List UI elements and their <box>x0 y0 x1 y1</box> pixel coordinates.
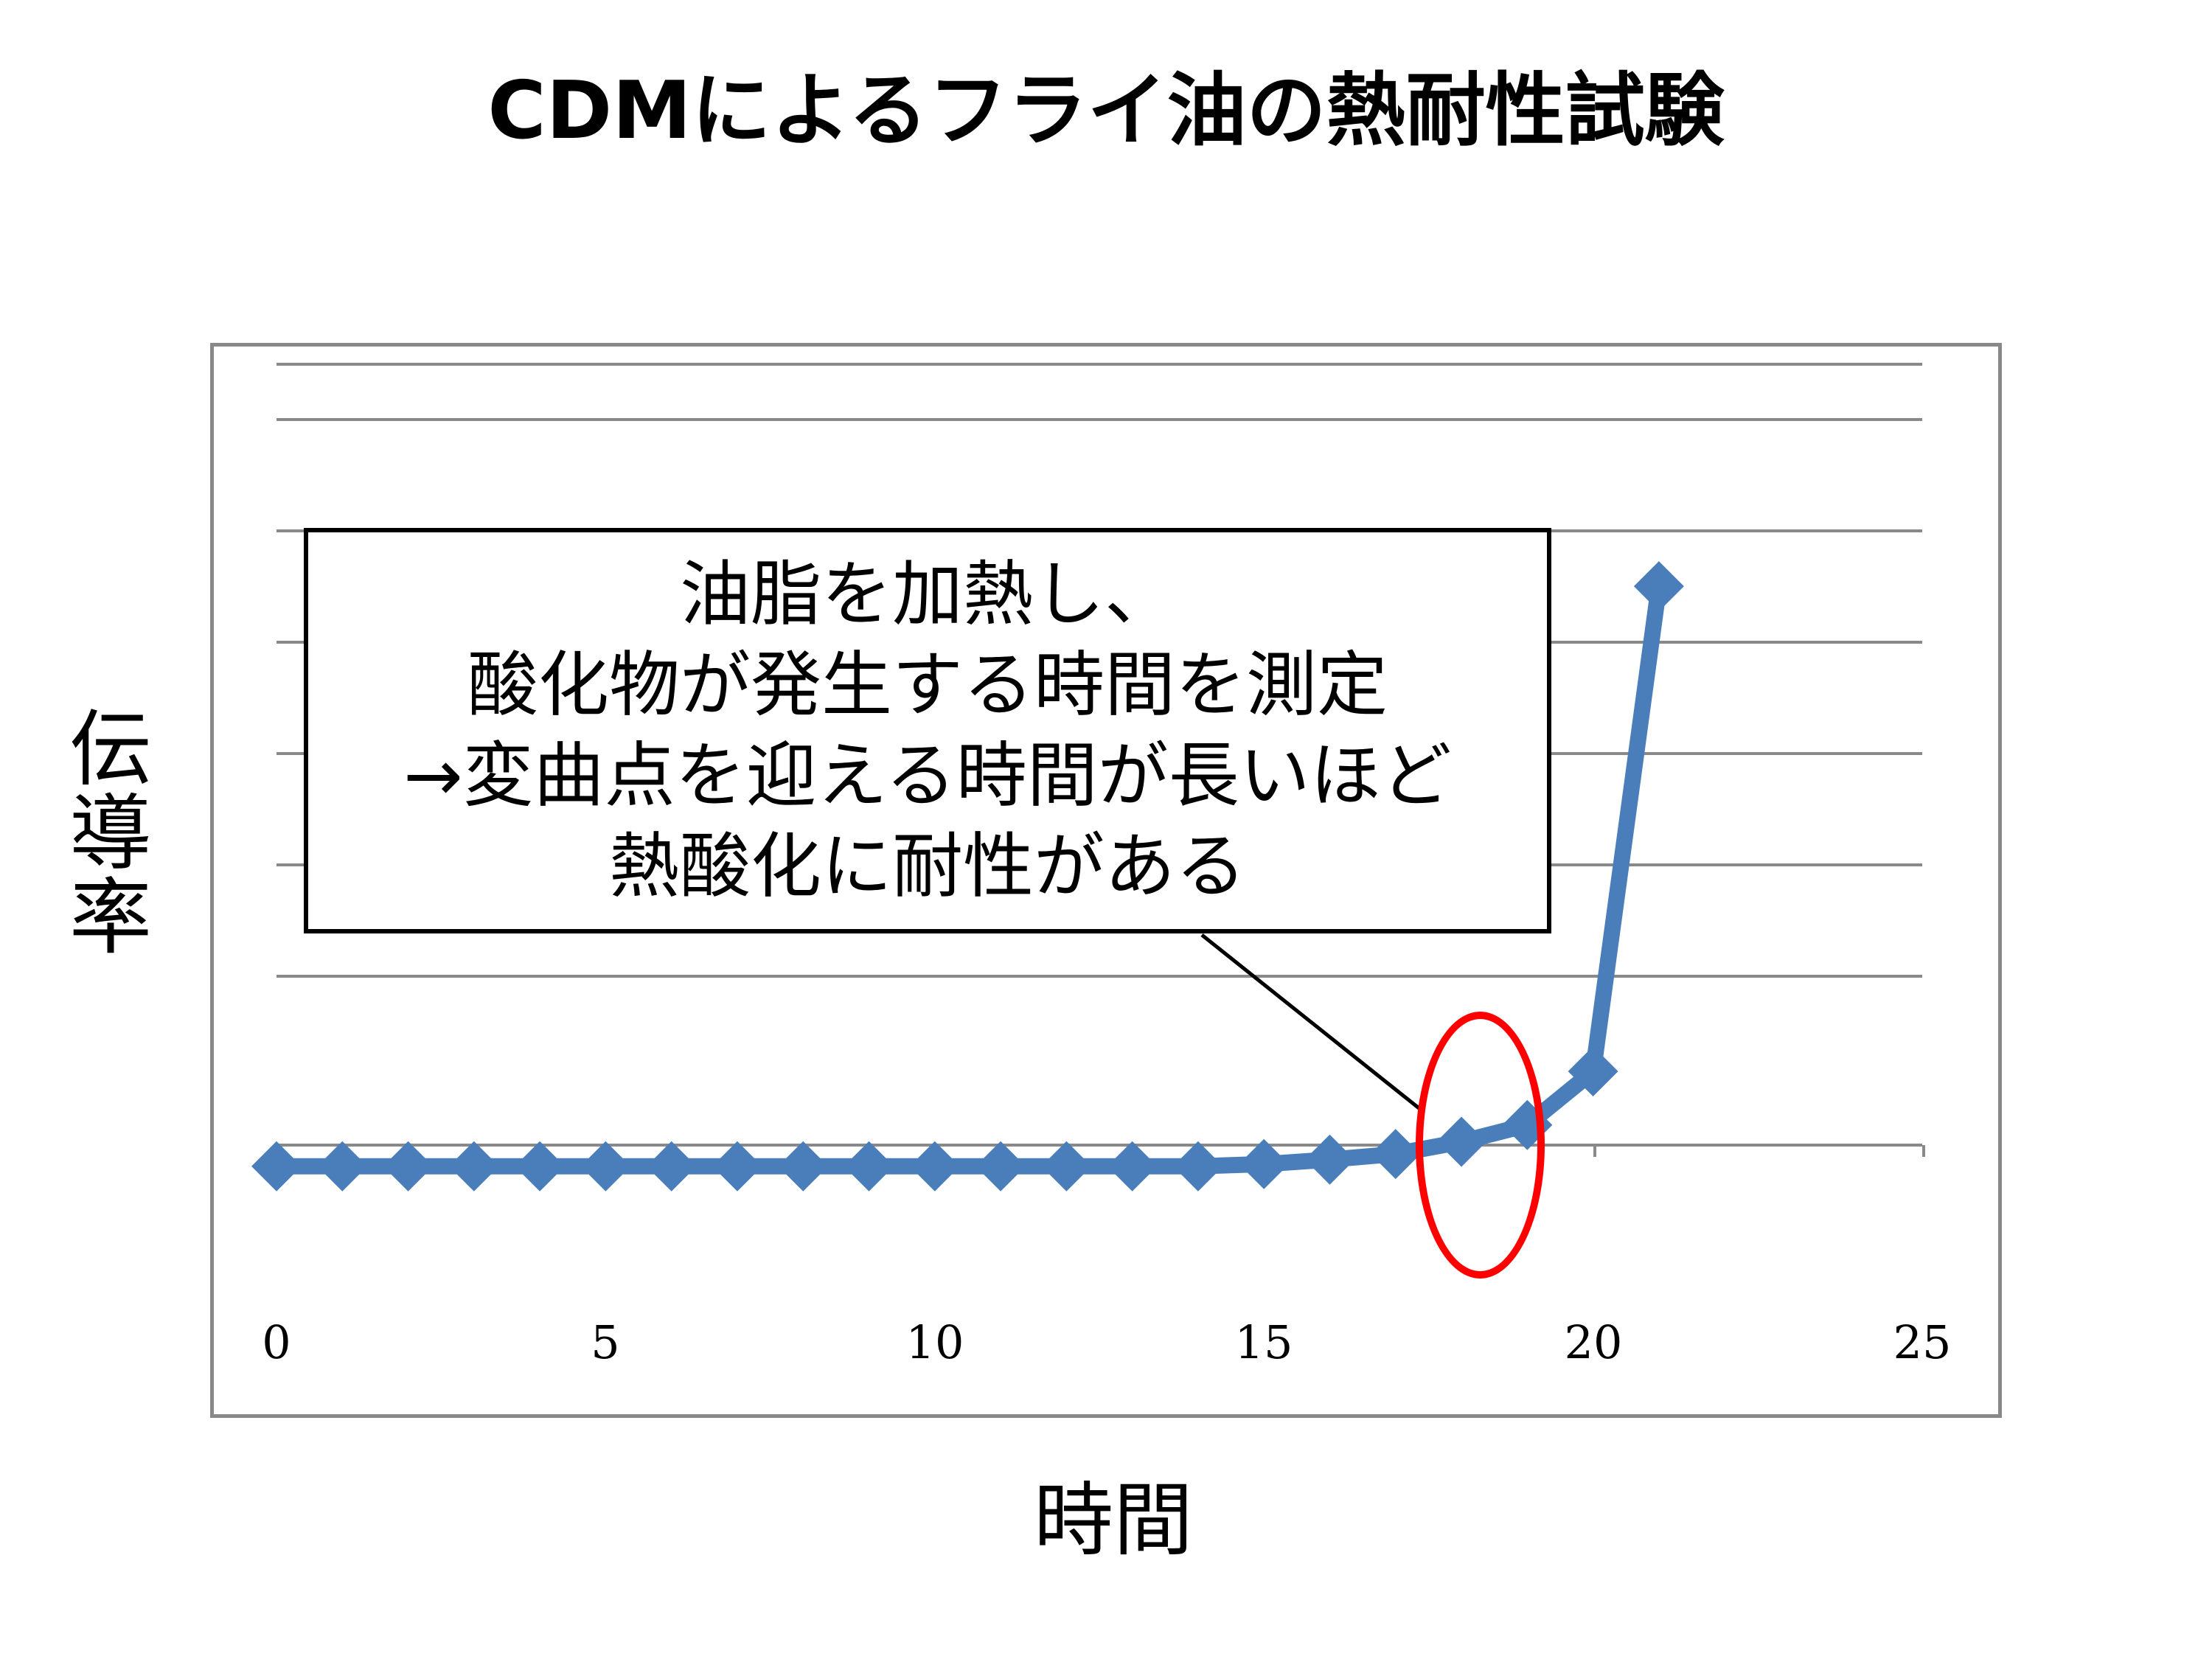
y-axis-title-char-0: 伝 <box>69 702 152 798</box>
gridline-5 <box>276 418 1922 421</box>
page-title: CDMによるフライ油の熱耐性試験 <box>487 65 1725 157</box>
x-tick-label-5: 5 <box>591 1315 620 1369</box>
y-axis-title-char-1: 導 <box>69 786 152 883</box>
x-tick-label-15: 15 <box>1234 1315 1293 1369</box>
inflection-highlight-ellipse <box>1416 1012 1545 1279</box>
gridline-6 <box>276 363 1922 366</box>
gridline-0 <box>276 975 1922 978</box>
x-tick-mark-5 <box>605 1145 608 1157</box>
y-axis-title-char-2: 率 <box>69 870 152 967</box>
callout-line-4: 熱酸化に耐性がある <box>609 824 1246 908</box>
x-tick-mark-0 <box>276 1145 279 1157</box>
y-axis-title: 伝 導 率 <box>44 708 177 961</box>
callout-line-3: →変曲点を迎える時間が長いほど <box>403 734 1452 817</box>
x-axis-line <box>276 1144 1922 1147</box>
x-tick-mark-20 <box>1593 1145 1596 1157</box>
x-tick-label-10: 10 <box>905 1315 964 1369</box>
callout-line-1: 油脂を加熱し、 <box>680 553 1175 636</box>
x-tick-label-25: 25 <box>1893 1315 1952 1369</box>
x-tick-label-20: 20 <box>1564 1315 1623 1369</box>
callout-line-2: 酸化物が発生する時間を測定 <box>467 644 1388 727</box>
x-axis-title: 時間 <box>1033 1475 1193 1567</box>
x-tick-mark-15 <box>1264 1145 1267 1157</box>
x-tick-mark-25 <box>1922 1145 1925 1157</box>
callout-textbox[interactable]: 油脂を加熱し、 酸化物が発生する時間を測定 →変曲点を迎える時間が長いほど 熱酸… <box>304 528 1551 933</box>
x-tick-mark-10 <box>935 1145 938 1157</box>
x-tick-label-0: 0 <box>262 1315 291 1369</box>
